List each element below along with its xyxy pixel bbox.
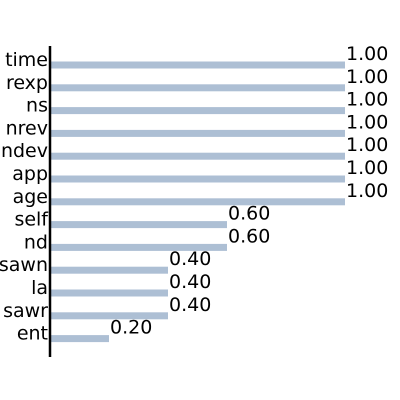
value-label: 0.40 [169, 294, 211, 316]
value-label: 0.40 [169, 248, 211, 270]
bar-ent [50, 335, 109, 343]
bar-ndev [50, 152, 345, 160]
bar-ns [50, 107, 345, 115]
value-label: 1.00 [346, 134, 388, 156]
bar-rexp [50, 84, 345, 92]
y-tick-label: rexp [6, 72, 48, 94]
y-tick-label: age [13, 186, 48, 208]
bar-nrev [50, 129, 345, 137]
bar-sawr [50, 312, 168, 320]
y-tick-label: sawr [3, 300, 48, 322]
bar-self [50, 221, 227, 229]
y-tick-labels: timerexpnsnrevndevappageselfndsawnlasawr… [0, 49, 49, 345]
y-tick-label: time [5, 49, 48, 71]
value-label: 1.00 [346, 180, 388, 202]
value-label: 0.60 [228, 203, 270, 225]
value-label: 1.00 [346, 111, 388, 133]
y-tick-label: sawn [0, 254, 48, 276]
value-label: 1.00 [346, 66, 388, 88]
y-tick-label: nd [24, 231, 48, 253]
bar-sawn [50, 266, 168, 274]
value-labels: 1.001.001.001.001.001.001.000.600.600.40… [110, 43, 388, 339]
bar-la [50, 289, 168, 297]
y-tick-label: ndev [1, 140, 48, 162]
value-label: 1.00 [346, 89, 388, 111]
y-tick-label: ent [17, 323, 48, 345]
value-label: 0.60 [228, 225, 270, 247]
value-label: 0.20 [110, 317, 152, 339]
y-tick-label: nrev [6, 117, 48, 139]
y-tick-label: la [31, 277, 48, 299]
bar-time [50, 61, 345, 69]
bar-nd [50, 243, 227, 251]
value-label: 0.40 [169, 271, 211, 293]
bar-app [50, 175, 345, 183]
bars-group [50, 61, 345, 343]
value-label: 1.00 [346, 43, 388, 65]
bar-age [50, 198, 345, 206]
y-tick-label: ns [26, 95, 48, 117]
y-tick-label: app [12, 163, 48, 185]
value-label: 1.00 [346, 157, 388, 179]
y-tick-label: self [14, 209, 49, 231]
